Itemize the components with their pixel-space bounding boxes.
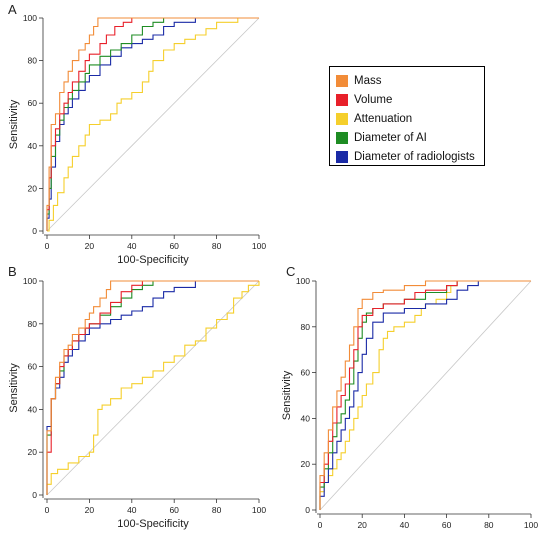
- y-axis-title: Sensitivity: [281, 370, 293, 420]
- y-tick-label: 0: [305, 505, 310, 515]
- roc-curve-mass: [319, 280, 531, 510]
- y-tick-label: 100: [296, 276, 310, 286]
- x-tick-label: 40: [127, 241, 137, 251]
- y-tick-label: 60: [28, 362, 38, 372]
- x-axis-title: 100-Specificity: [117, 518, 189, 530]
- x-tick-label: 20: [85, 241, 95, 251]
- y-tick-label: 20: [301, 459, 311, 469]
- legend-swatch-attenuation: [336, 113, 348, 125]
- legend-label-attenuation: Attenuation: [354, 113, 413, 125]
- y-tick-label: 40: [301, 413, 311, 423]
- roc-curve-volume: [46, 17, 259, 231]
- panel-label-b: B: [8, 264, 17, 279]
- legend: Mass Volume Attenuation Diameter of AI D…: [329, 66, 485, 166]
- legend-swatch-volume: [336, 94, 348, 106]
- y-tick-label: 40: [28, 141, 38, 151]
- x-tick-label: 20: [85, 505, 95, 515]
- y-tick-label: 100: [23, 276, 37, 286]
- legend-label-diameter-ai: Diameter of AI: [354, 132, 427, 144]
- x-tick-label: 60: [442, 520, 452, 530]
- legend-label-mass: Mass: [354, 75, 382, 87]
- x-tick-label: 100: [252, 241, 266, 251]
- x-tick-label: 80: [212, 241, 222, 251]
- y-tick-label: 80: [28, 319, 38, 329]
- x-tick-label: 60: [169, 505, 179, 515]
- y-tick-label: 20: [28, 447, 38, 457]
- reference-diagonal: [46, 17, 260, 232]
- roc-panel-b: B 0 20 40 60 80 100 0 20 40 60 80 100 100-Specificity…: [8, 264, 266, 530]
- roc-curve-diameter-radiologists: [319, 280, 531, 510]
- x-tick-label: 60: [169, 241, 179, 251]
- x-tick-label: 100: [252, 505, 266, 515]
- reference-diagonal: [46, 280, 260, 496]
- y-tick-label: 60: [301, 368, 311, 378]
- roc-curve-attenuation: [47, 17, 259, 232]
- y-tick-label: 80: [301, 322, 311, 332]
- y-tick-label: 100: [23, 13, 37, 23]
- y-tick-label: 80: [28, 56, 38, 66]
- roc-panel-a: A 0 20 40 60 80 100 0 20 40 60 80 100 100-Specificity…: [8, 2, 266, 266]
- x-tick-label: 100: [524, 520, 538, 530]
- panel-label-a: A: [8, 2, 17, 17]
- roc-curve-mass: [46, 17, 259, 231]
- y-tick-label: 60: [28, 98, 38, 108]
- x-tick-label: 0: [45, 241, 50, 251]
- reference-diagonal: [319, 280, 532, 511]
- roc-curve-attenuation: [46, 281, 260, 495]
- x-tick-label: 40: [127, 505, 137, 515]
- legend-item-attenuation: Attenuation: [336, 110, 412, 128]
- x-tick-label: 0: [45, 505, 50, 515]
- legend-swatch-mass: [336, 75, 348, 87]
- panel-label-c: C: [286, 264, 295, 279]
- roc-curve-mass: [46, 280, 259, 495]
- y-tick-label: 40: [28, 404, 38, 414]
- y-tick-label: 0: [32, 226, 37, 236]
- x-tick-label: 80: [484, 520, 494, 530]
- roc-curve-volume: [319, 280, 531, 510]
- x-tick-label: 80: [212, 505, 222, 515]
- legend-label-diameter-radiologists: Diameter of radiologists: [354, 151, 475, 163]
- x-axis-title: 100-Specificity: [117, 254, 189, 266]
- legend-item-diameter-ai: Diameter of AI: [336, 129, 427, 147]
- legend-item-volume: Volume: [336, 91, 392, 109]
- y-axis-title: Sensitivity: [8, 363, 20, 413]
- y-axis-title: Sensitivity: [8, 99, 20, 149]
- x-tick-label: 20: [357, 520, 367, 530]
- x-tick-label: 40: [400, 520, 410, 530]
- legend-item-diameter-radiologists: Diameter of radiologists: [336, 148, 475, 166]
- legend-item-mass: Mass: [336, 72, 381, 90]
- y-tick-label: 20: [28, 183, 38, 193]
- legend-swatch-diameter-radiologists: [336, 151, 348, 163]
- legend-swatch-diameter-ai: [336, 132, 348, 144]
- roc-curve-diameter-ai: [319, 280, 531, 510]
- x-tick-label: 0: [318, 520, 323, 530]
- roc-panel-c: C020406080100020406080100100-Specificity…: [281, 264, 538, 539]
- y-tick-label: 0: [32, 490, 37, 500]
- legend-label-volume: Volume: [354, 94, 393, 106]
- roc-curve-diameter-ai: [46, 17, 259, 231]
